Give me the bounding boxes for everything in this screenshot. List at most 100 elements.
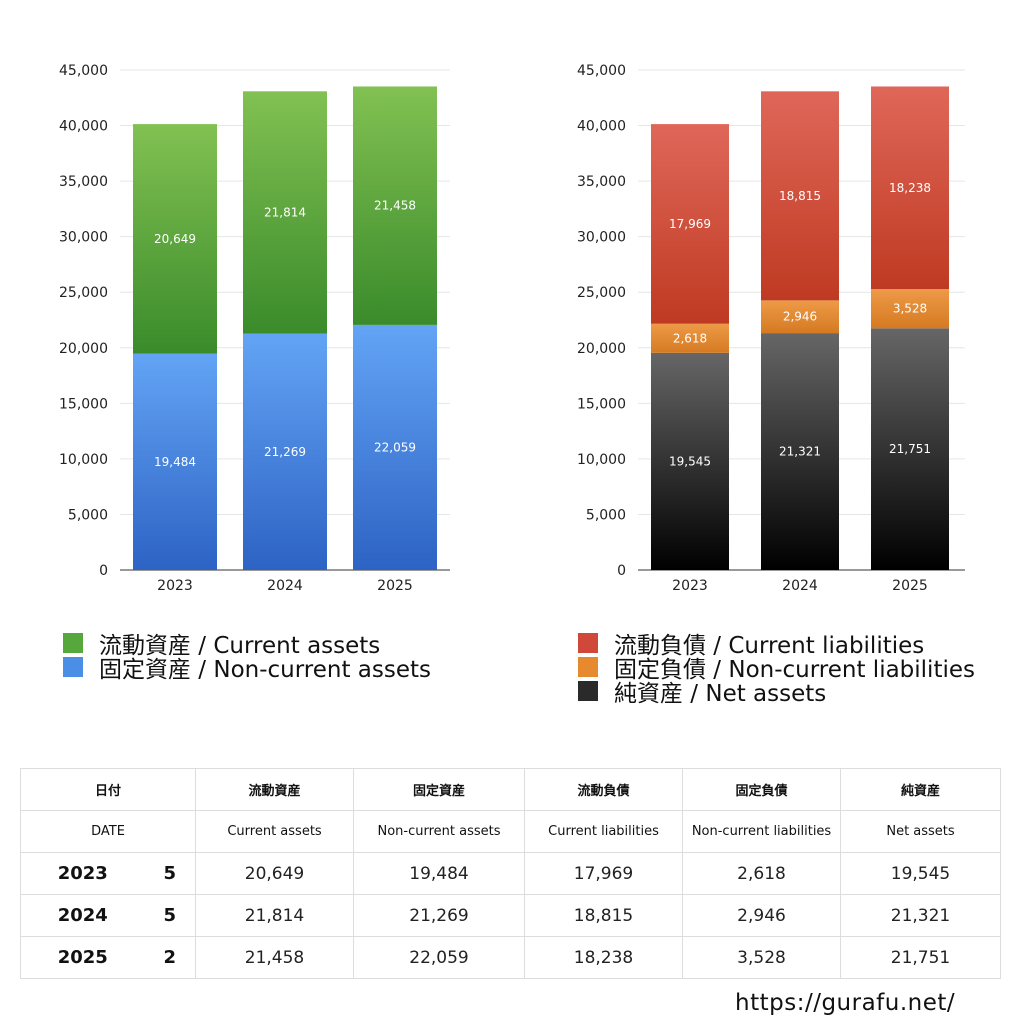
y-tick-label: 45,000 [577, 63, 626, 79]
y-tick-label: 35,000 [577, 174, 626, 190]
cell-noncurrent-liabilities: 2,618 [682, 852, 842, 895]
table-row: 2023 5 20,649 19,484 17,969 2,618 19,545 [20, 852, 1002, 895]
legend-label: 流動負債 / Current liabilities [614, 633, 925, 659]
y-tick-label: 15,000 [577, 396, 626, 412]
legend-item: 純資産 / Net assets [578, 679, 975, 707]
y-tick-label: 30,000 [577, 230, 626, 246]
row-year: 2025 [20, 936, 145, 979]
cell-current-assets: 21,458 [195, 936, 355, 979]
y-tick-label: 40,000 [59, 119, 108, 135]
legend-item: 流動負債 / Current liabilities [578, 631, 975, 659]
header-current-assets-ja: 流動資産 [195, 768, 355, 811]
bar-data-label: 2,618 [673, 331, 707, 345]
bar-data-label: 19,484 [154, 455, 196, 469]
legend-swatch [63, 633, 83, 653]
cell-current-liabilities: 18,815 [524, 894, 684, 937]
legend-item: 固定資産 / Non-current assets [63, 655, 431, 683]
data-table: 日付 流動資産 固定資産 流動負債 固定負債 純資産 DATE Current … [19, 768, 1002, 979]
bar-segment [871, 289, 949, 329]
cell-net-assets: 21,321 [840, 894, 1002, 937]
y-tick-label: 40,000 [577, 119, 626, 135]
bar-segment [651, 124, 729, 324]
source-url: https://gurafu.net/ [735, 990, 956, 1016]
bar-data-label: 21,269 [264, 445, 306, 459]
bar-data-label: 2,946 [783, 310, 817, 324]
header-noncurrent-liabilities-ja: 固定負債 [682, 768, 842, 811]
header-date-en: DATE [19, 810, 197, 853]
y-tick-label: 5,000 [68, 507, 108, 523]
y-tick-label: 20,000 [577, 341, 626, 357]
legend-item: 流動資産 / Current assets [63, 631, 431, 659]
bar-segment [651, 323, 729, 353]
y-tick-label: 45,000 [59, 63, 108, 79]
bar-segment [243, 333, 327, 570]
header-current-liabilities-ja: 流動負債 [524, 768, 684, 811]
row-count: 2 [144, 936, 197, 979]
row-count: 5 [144, 852, 197, 895]
x-tick-label: 2024 [267, 578, 303, 594]
bar-segment [133, 124, 217, 354]
y-tick-label: 10,000 [59, 452, 108, 468]
x-tick-label: 2023 [157, 578, 193, 594]
legend-label: 純資産 / Net assets [614, 681, 827, 707]
bar-segment [353, 324, 437, 570]
cell-noncurrent-liabilities: 2,946 [682, 894, 842, 937]
bar-data-label: 19,545 [669, 454, 711, 468]
bar-segment [651, 352, 729, 570]
legend-swatch [578, 633, 598, 653]
y-tick-label: 35,000 [59, 174, 108, 190]
bar-data-label: 17,969 [669, 217, 711, 231]
bar-data-label: 21,458 [374, 199, 416, 213]
cell-net-assets: 21,751 [840, 936, 1002, 979]
bar-data-label: 21,321 [779, 445, 821, 459]
cell-current-assets: 20,649 [195, 852, 355, 895]
header-current-assets-en: Current assets [195, 810, 355, 853]
bar-data-label: 22,059 [374, 440, 416, 454]
row-count: 5 [144, 894, 197, 937]
x-tick-label: 2025 [377, 578, 413, 594]
table-row: 2024 5 21,814 21,269 18,815 2,946 21,321 [20, 894, 1002, 937]
y-tick-label: 15,000 [59, 396, 108, 412]
cell-noncurrent-assets: 22,059 [353, 936, 526, 979]
bar-data-label: 20,649 [154, 232, 196, 246]
legend-swatch [578, 681, 598, 701]
table-row: 2025 2 21,458 22,059 18,238 3,528 21,751 [20, 936, 1002, 979]
y-tick-label: 10,000 [577, 452, 626, 468]
header-net-assets-en: Net assets [840, 810, 1002, 853]
liabilities-chart: 0 5,000 10,000 15,000 20,000 25,000 30,000 35,0… [577, 63, 965, 594]
cell-noncurrent-assets: 21,269 [353, 894, 526, 937]
legend-label: 流動資産 / Current assets [99, 633, 381, 659]
bar-segment [761, 91, 839, 301]
bar-data-label: 3,528 [893, 302, 927, 316]
bar-segment [243, 91, 327, 334]
bar-data-label: 18,815 [779, 189, 821, 203]
legend-swatch [63, 657, 83, 677]
cell-net-assets: 19,545 [840, 852, 1002, 895]
x-tick-label: 2023 [672, 578, 708, 594]
y-tick-label: 5,000 [586, 507, 626, 523]
cell-noncurrent-assets: 19,484 [353, 852, 526, 895]
row-year: 2023 [20, 852, 145, 895]
charts-canvas: 0 5,000 10,000 15,000 20,000 25,000 30,000 35,0… [59, 63, 965, 594]
header-noncurrent-assets-ja: 固定資産 [353, 768, 526, 811]
legend-label: 固定負債 / Non-current liabilities [614, 657, 975, 683]
row-year: 2024 [20, 894, 145, 937]
bar-segment [133, 353, 217, 570]
table-header-row-ja: 日付 流動資産 固定資産 流動負債 固定負債 純資産 [19, 768, 1002, 811]
y-tick-label: 25,000 [59, 285, 108, 301]
bar-segment [761, 333, 839, 570]
bar-segment [353, 86, 437, 325]
legend-label: 固定資産 / Non-current assets [99, 657, 432, 683]
header-noncurrent-assets-en: Non-current assets [353, 810, 526, 853]
cell-current-assets: 21,814 [195, 894, 355, 937]
header-noncurrent-liabilities-en: Non-current liabilities [682, 810, 842, 853]
liabilities-legend: 流動負債 / Current liabilities 固定負債 / Non-cur… [578, 631, 975, 707]
legend-item: 固定負債 / Non-current liabilities [578, 655, 975, 683]
cell-current-liabilities: 17,969 [524, 852, 684, 895]
y-tick-label: 20,000 [59, 341, 108, 357]
y-tick-label: 0 [99, 563, 108, 579]
y-tick-label: 0 [617, 563, 626, 579]
bar-data-label: 21,814 [264, 205, 306, 219]
bar-data-label: 21,751 [889, 442, 931, 456]
table-header-row-en: DATE Current assets Non-current assets C… [19, 810, 1002, 853]
